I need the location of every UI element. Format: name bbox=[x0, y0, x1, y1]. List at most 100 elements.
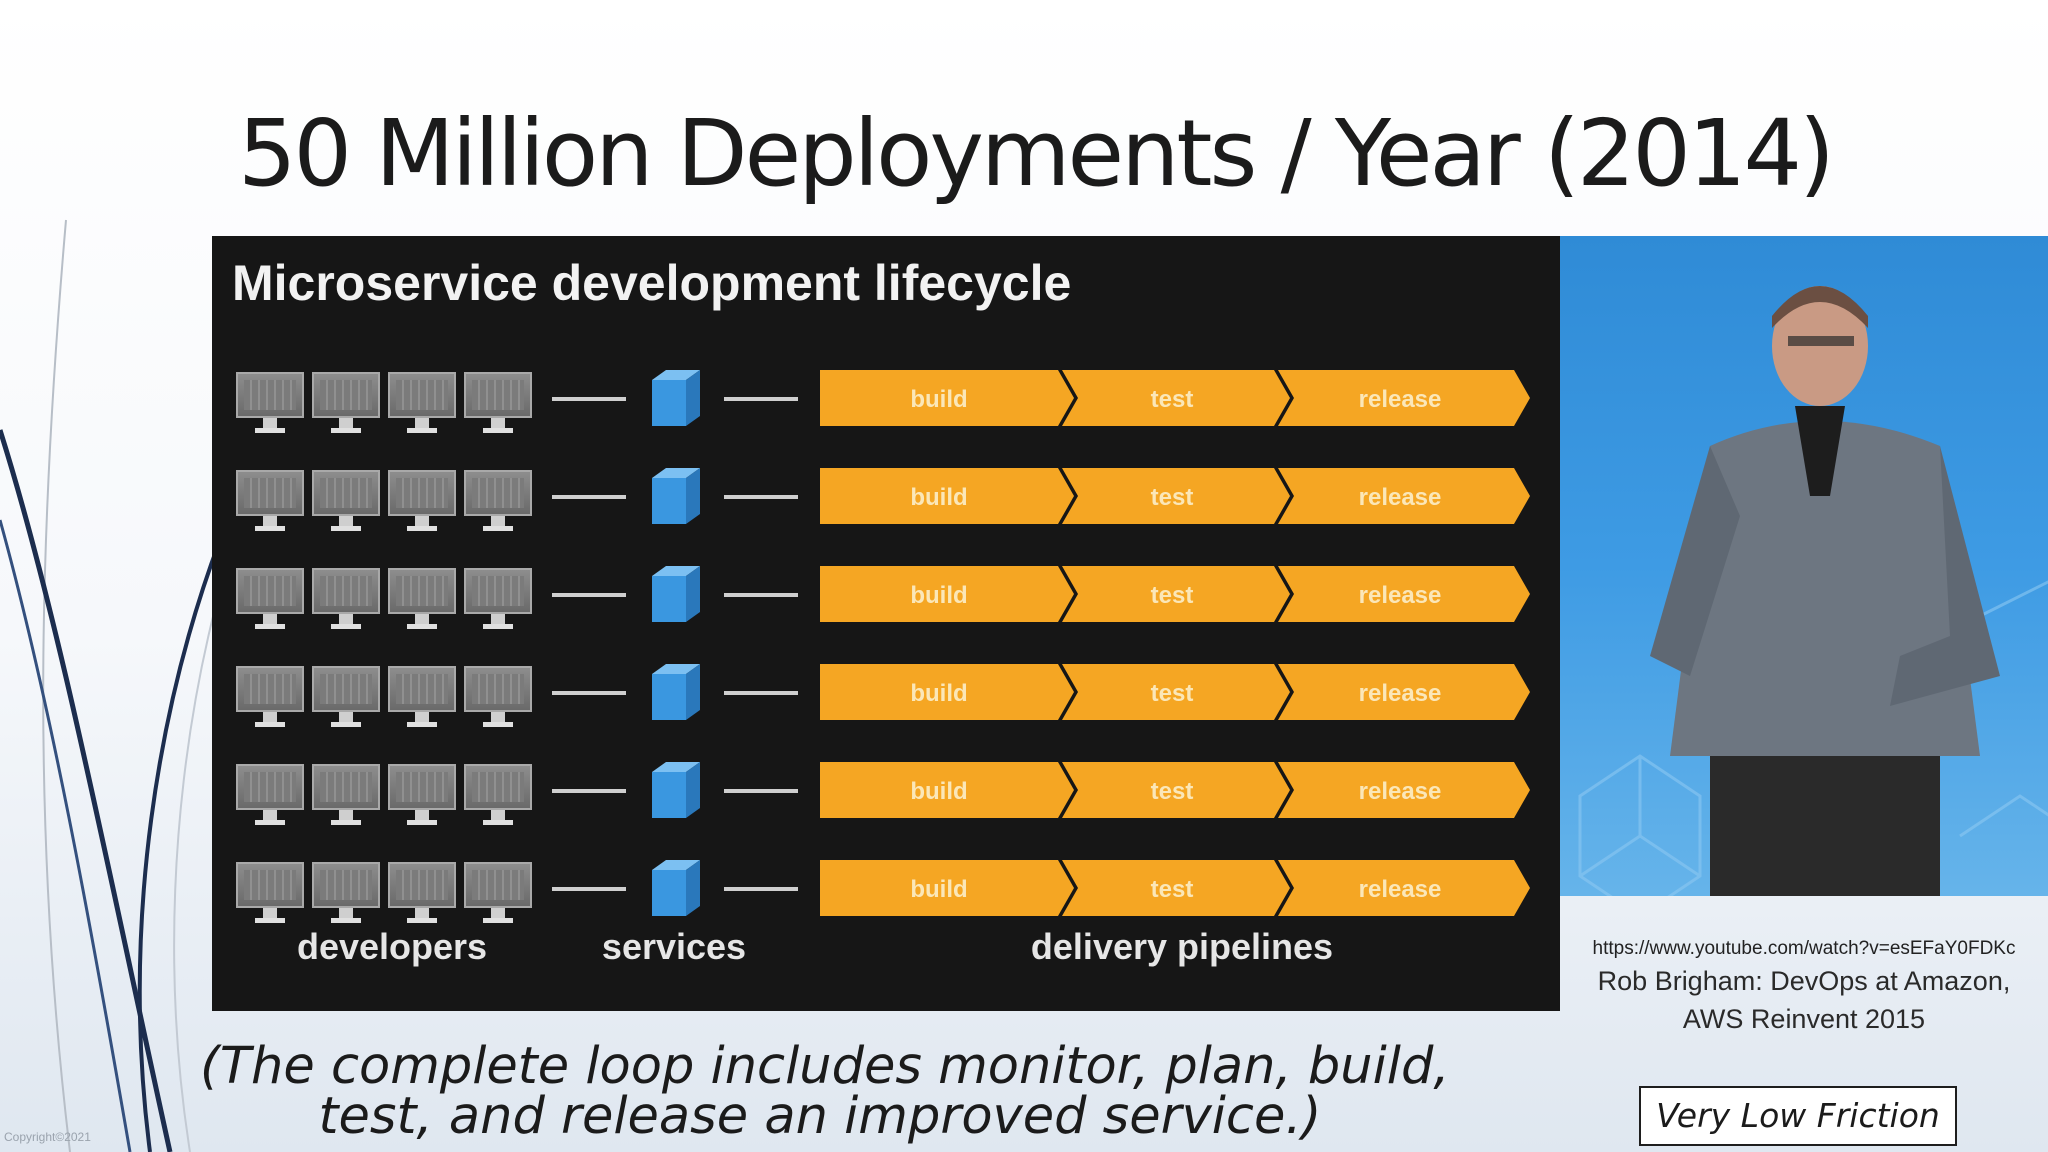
connector-line bbox=[724, 593, 798, 597]
developer-group bbox=[236, 856, 532, 926]
stage-release: release bbox=[1358, 778, 1442, 805]
developer-group bbox=[236, 562, 532, 632]
pipeline-stage-arrow bbox=[1062, 566, 1290, 622]
developer-group bbox=[236, 464, 532, 534]
monitor-icon bbox=[312, 366, 380, 436]
stage-release: release bbox=[1358, 876, 1442, 903]
monitor-icon bbox=[236, 464, 304, 534]
cube-icon bbox=[652, 468, 700, 524]
pipeline-stage-arrow bbox=[1278, 664, 1530, 720]
friction-badge: Very Low Friction bbox=[1639, 1086, 1957, 1146]
pipeline-stage-arrow bbox=[1062, 370, 1290, 426]
connector-line bbox=[552, 593, 626, 597]
note-line1: (The complete loop includes monitor, pla… bbox=[200, 1037, 1450, 1096]
connector-line bbox=[724, 691, 798, 695]
connector-line bbox=[724, 397, 798, 401]
lifecycle-row: build test release bbox=[212, 562, 1560, 632]
stage-release: release bbox=[1358, 484, 1442, 511]
pipeline-stage-arrow bbox=[1278, 566, 1530, 622]
pipeline-stage-arrow bbox=[820, 664, 1074, 720]
monitor-icon bbox=[388, 562, 456, 632]
stage-build: build bbox=[910, 386, 968, 413]
lifecycle-row: build test release bbox=[212, 464, 1560, 534]
monitor-icon bbox=[236, 660, 304, 730]
lifecycle-row: build test release bbox=[212, 660, 1560, 730]
cube-icon bbox=[652, 566, 700, 622]
monitor-icon bbox=[464, 660, 532, 730]
stage-release: release bbox=[1358, 582, 1442, 609]
cube-icon bbox=[652, 762, 700, 818]
monitor-icon bbox=[388, 660, 456, 730]
developer-group bbox=[236, 366, 532, 436]
stage-build: build bbox=[910, 680, 968, 707]
stage-build: build bbox=[910, 876, 968, 903]
video-url[interactable]: https://www.youtube.com/watch?v=esEFaY0F… bbox=[1592, 938, 2016, 959]
video-caption-line2: AWS Reinvent 2015 bbox=[1682, 1004, 1926, 1034]
pipeline-stage-arrow bbox=[1278, 762, 1530, 818]
lifecycle-diagram: Microservice development lifecycle build… bbox=[212, 236, 1560, 1011]
monitor-icon bbox=[388, 366, 456, 436]
monitor-icon bbox=[236, 856, 304, 926]
monitor-icon bbox=[236, 758, 304, 828]
cube-icon bbox=[652, 370, 700, 426]
copyright: Copyright©2021 bbox=[4, 1130, 91, 1144]
pipeline-stage-arrow bbox=[820, 566, 1074, 622]
monitor-icon bbox=[464, 366, 532, 436]
connector-line bbox=[552, 397, 626, 401]
monitor-icon bbox=[464, 856, 532, 926]
connector-line bbox=[552, 789, 626, 793]
monitor-icon bbox=[312, 562, 380, 632]
slide-title: 50 Million Deployments / Year (2014) bbox=[238, 100, 1835, 207]
pipeline-stage-arrow bbox=[820, 762, 1074, 818]
delivery-pipeline: build test release bbox=[820, 566, 1530, 622]
connector-line bbox=[552, 495, 626, 499]
monitor-icon bbox=[388, 758, 456, 828]
stage-test: test bbox=[1150, 484, 1194, 511]
lifecycle-row: build test release bbox=[212, 856, 1560, 926]
pipeline-stage-arrow bbox=[1278, 860, 1530, 916]
monitor-icon bbox=[312, 856, 380, 926]
monitor-icon bbox=[388, 856, 456, 926]
loop-note: (The complete loop includes monitor, pla… bbox=[200, 1037, 1450, 1146]
lifecycle-row: build test release bbox=[212, 366, 1560, 436]
pipeline-stage-arrow bbox=[820, 468, 1074, 524]
stage-test: test bbox=[1150, 876, 1194, 903]
delivery-pipeline: build test release bbox=[820, 370, 1530, 426]
delivery-pipeline: build test release bbox=[820, 468, 1530, 524]
speaker-video-frame bbox=[1578, 286, 2048, 896]
speaker-silhouette bbox=[1650, 286, 2000, 896]
stage-build: build bbox=[910, 484, 968, 511]
diagram-heading: Microservice development lifecycle bbox=[232, 255, 1072, 311]
stage-release: release bbox=[1358, 680, 1442, 707]
pipeline-stage-arrow bbox=[1278, 468, 1530, 524]
connector-line bbox=[552, 887, 626, 891]
monitor-icon bbox=[236, 562, 304, 632]
lifecycle-row: build test release bbox=[212, 758, 1560, 828]
delivery-pipelines-label: delivery pipelines bbox=[1030, 926, 1334, 967]
connector-line bbox=[724, 495, 798, 499]
monitor-icon bbox=[312, 464, 380, 534]
stage-test: test bbox=[1150, 386, 1194, 413]
stage-test: test bbox=[1150, 680, 1194, 707]
pipeline-stage-arrow bbox=[1278, 370, 1530, 426]
pipeline-stage-arrow bbox=[1062, 664, 1290, 720]
pipeline-stage-arrow bbox=[1062, 860, 1290, 916]
services-label: services bbox=[601, 926, 747, 967]
pipeline-stage-arrow bbox=[820, 860, 1074, 916]
delivery-pipeline: build test release bbox=[820, 762, 1530, 818]
connector-line bbox=[724, 789, 798, 793]
cube-icon bbox=[652, 664, 700, 720]
delivery-pipeline: build test release bbox=[820, 664, 1530, 720]
stage-build: build bbox=[910, 778, 968, 805]
cube-icon bbox=[652, 860, 700, 916]
note-line2: test, and release an improved service.) bbox=[318, 1087, 1322, 1146]
stage-build: build bbox=[910, 582, 968, 609]
monitor-icon bbox=[388, 464, 456, 534]
developers-label: developers bbox=[296, 926, 488, 967]
connector-line bbox=[724, 887, 798, 891]
monitor-icon bbox=[464, 562, 532, 632]
monitor-icon bbox=[464, 464, 532, 534]
monitor-icon bbox=[312, 660, 380, 730]
stage-test: test bbox=[1150, 778, 1194, 805]
delivery-pipeline: build test release bbox=[820, 860, 1530, 916]
